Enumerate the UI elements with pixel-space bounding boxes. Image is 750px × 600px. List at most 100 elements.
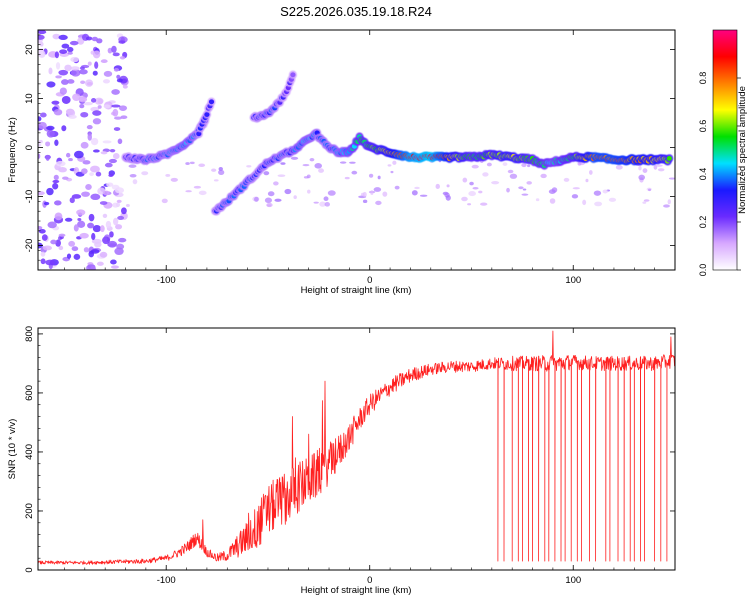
spectrogram-cell [95, 171, 102, 177]
spectrogram-cell [327, 190, 336, 196]
spectrogram-cell [666, 156, 672, 161]
spectrogram-cell [280, 162, 286, 165]
spectrogram-cell [116, 78, 123, 83]
spectrogram-cell [314, 163, 322, 169]
spectrogram-cell [73, 150, 84, 159]
spectrogram-cell [117, 138, 123, 145]
spectrogram-cell [309, 157, 315, 162]
spectrogram-cell [118, 105, 128, 111]
spectrogram-cell [40, 258, 46, 265]
spectrogram-cell [45, 259, 55, 266]
spectrogram-cell [266, 202, 273, 208]
spectrogram-cell [67, 51, 73, 55]
spectrogram-cell [117, 215, 125, 220]
spectrogram-cell [110, 259, 117, 265]
snr-x-tick-label: -100 [157, 575, 176, 586]
spectrogram-cell [518, 186, 524, 190]
spectrogram-cell [67, 79, 75, 84]
snr-y-tick-label: 200 [24, 503, 35, 519]
spectrogram-cell [100, 59, 108, 63]
spectrogram-cell [54, 139, 59, 147]
spectrogram-cell [189, 161, 195, 165]
spectrogram-cell [70, 68, 81, 77]
spectrogram-y-ticks: -20 -10 0 10 20 [24, 34, 675, 271]
spectrogram-cell [527, 164, 531, 168]
spectrogram-cell [66, 253, 72, 259]
spectrogram-cell [193, 185, 202, 189]
spectrogram-cell [87, 222, 95, 229]
spectrogram-cell [198, 163, 206, 167]
spectrogram-cell [38, 121, 47, 130]
spectrogram-cell [86, 124, 93, 130]
spectrogram-cell [125, 203, 130, 207]
spectrogram-x-tick-label: 0 [367, 275, 372, 286]
spectrogram-cell [71, 246, 79, 252]
spectrogram-cell [92, 70, 98, 76]
chart-title: S225.2026.035.19.18.R24 [280, 4, 432, 19]
spectrogram-cell [59, 49, 68, 54]
spectrogram-x-tick-label: 100 [565, 275, 581, 286]
spectrogram-cell [112, 108, 119, 117]
spectrogram-cell [100, 225, 105, 233]
spectrogram-cell [482, 172, 489, 177]
snr-frame [37, 327, 676, 571]
spectrogram-heatmap [38, 30, 675, 270]
spectrogram-cell [80, 66, 85, 70]
spectrogram-cell [344, 176, 350, 180]
snr-x-tick-label: 100 [565, 575, 581, 586]
spectrogram-cell [43, 201, 50, 206]
spectrogram-cell [387, 164, 392, 167]
spectrogram-cell [196, 131, 202, 137]
spectrogram-cell [588, 170, 593, 175]
spectrogram-cell [102, 140, 112, 144]
spectrogram-cell [88, 250, 95, 258]
spectrogram-cell [108, 173, 114, 177]
colorbar-tick-label: 0.4 [698, 168, 708, 181]
spectrogram-cell [102, 213, 108, 218]
spectrogram-cell [105, 220, 112, 229]
spectrogram-cell [48, 67, 53, 75]
spectrogram-cell [94, 241, 102, 248]
spectrogram-cell [472, 187, 479, 190]
spectrogram-cell [54, 212, 63, 221]
spectrogram-cell [509, 173, 518, 179]
spectrogram-cell [362, 199, 368, 204]
spectrogram-cell [572, 187, 580, 190]
spectrogram-cell [349, 161, 356, 164]
spectrogram-cell [80, 111, 89, 118]
spectrogram-cell [491, 181, 500, 185]
spectrogram-cell [122, 84, 128, 89]
spectrogram-cell [526, 181, 532, 185]
spectrogram-cell [72, 93, 81, 101]
spectrogram-cell [615, 165, 623, 170]
spectrogram-cell [593, 190, 602, 196]
spectrogram-cell [377, 175, 381, 180]
spectrogram-cell [185, 190, 192, 193]
colorbar-gradient [712, 29, 738, 271]
spectrogram-cell [198, 190, 207, 196]
spectrogram-cell [87, 61, 92, 66]
spectrogram-cell [118, 237, 127, 243]
spectrogram-cell [38, 226, 43, 230]
spectrogram-cell [657, 168, 665, 172]
spectrogram-cell [109, 148, 116, 153]
spectrogram-cell [435, 183, 440, 190]
spectrogram-cell [39, 41, 44, 47]
spectrogram-cell [445, 195, 451, 201]
spectrogram-cell [170, 177, 178, 182]
spectrogram-cell [55, 239, 61, 247]
spectrogram-cell [103, 190, 110, 196]
spectrogram-cell [185, 162, 190, 165]
spectrogram-cell [79, 69, 88, 75]
spectrogram-cell [92, 149, 100, 153]
spectrogram-cell [521, 193, 529, 196]
spectrogram-cell [107, 240, 118, 248]
spectrogram-cell [111, 104, 121, 108]
spectrogram-cell [46, 129, 55, 138]
spectrogram-cell [368, 173, 374, 178]
spectrogram-cell [161, 198, 168, 204]
spectrogram-cell [70, 56, 79, 63]
spectrogram-cell [254, 196, 259, 202]
